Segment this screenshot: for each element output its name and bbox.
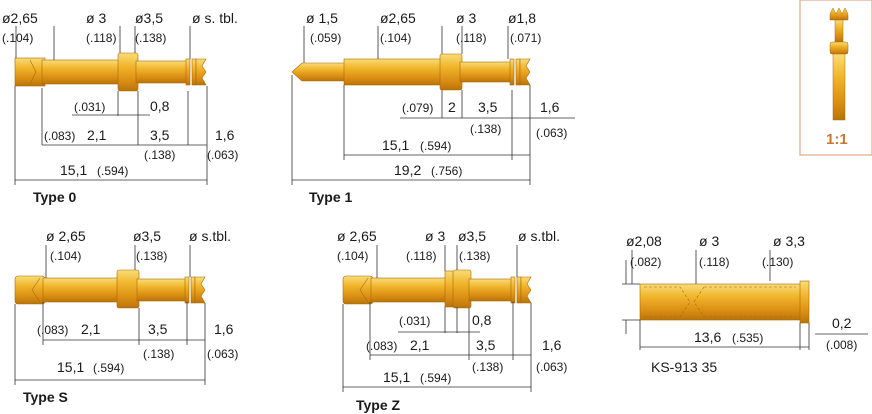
type-0-dim-5: 3,5 [150, 127, 170, 143]
type-1-dia-2-in: (.104) [380, 31, 411, 45]
receptacle-dia-1-in: (.082) [630, 255, 661, 269]
type-1-probe [291, 53, 531, 91]
type-z-dim-10: (.594) [420, 371, 451, 385]
receptacle-dim-3: 0,2 [832, 315, 852, 331]
receptacle-body [639, 280, 810, 324]
type-1-dia-4-in: (.071) [510, 31, 541, 45]
type-z-dia-4: ø s.tbl. [518, 228, 560, 244]
type-1-title: Type 1 [309, 189, 353, 205]
receptacle-dim-4: (.008) [826, 338, 857, 352]
type-1-dim-9: 19,2 [394, 162, 421, 178]
type-z-dia-2: ø 3 [425, 228, 445, 244]
type-1-dim-5: (.138) [470, 122, 501, 136]
type-s-dia-2: ø3,5 [133, 228, 161, 244]
type-z-dim-9: 15,1 [383, 369, 410, 385]
type-s-dim-7: 15,1 [57, 359, 84, 375]
type-1-dim-4: 1,6 [540, 99, 560, 115]
type-z-dim-6: 1,6 [542, 337, 562, 353]
type-s-dia-3: ø s.tbl. [189, 228, 231, 244]
type-1-dia-1: ø 1,5 [306, 10, 338, 26]
type-s-dia-1-in: (.104) [50, 249, 81, 263]
type-s-dim-2: 2,1 [81, 321, 101, 337]
type-0-dia-1-in: (.104) [2, 31, 33, 45]
type-s-dim-3: 3,5 [148, 321, 168, 337]
receptacle-dia-3-in: (.130) [762, 255, 793, 269]
type-0-dia-2: ø 3 [86, 10, 106, 26]
type-0-dim-8: (.063) [207, 148, 238, 162]
type-1-dim-3: 3,5 [478, 99, 498, 115]
type-z-dia-1: ø 2,65 [337, 228, 377, 244]
type-1-dim-10: (.756) [431, 164, 462, 178]
type-s-dim-5: (.138) [143, 347, 174, 361]
type-z-dim-1: (.031) [399, 314, 430, 328]
receptacle-dia-2-in: (.118) [699, 255, 729, 269]
type-s-dia-1: ø 2,65 [46, 228, 86, 244]
receptacle-drawing: ø2,08 (.082) ø 3 (.118) ø 3,3 (.130) 13,… [622, 233, 868, 375]
type-1-dia-4: ø1,8 [508, 10, 536, 26]
type-1-dim-1: (.079) [402, 101, 433, 115]
type-0-drawing: ø2,65 (.104) ø 3 (.118) ø3,5 (.138) ø s.… [2, 10, 238, 205]
type-s-title: Type S [23, 389, 68, 405]
type-0-dia-1: ø2,65 [2, 10, 38, 26]
receptacle-dia-2: ø 3 [699, 233, 719, 249]
type-0-dia-3: ø3,5 [135, 10, 163, 26]
type-0-dim-3: (.083) [44, 129, 75, 143]
type-0-title: Type 0 [33, 189, 77, 205]
type-1-dia-1-in: (.059) [310, 31, 341, 45]
type-1-dim-6: (.063) [536, 126, 567, 140]
type-1-dim-8: (.594) [420, 139, 451, 153]
type-0-dim-9: 15,1 [60, 162, 87, 178]
type-z-dia-3-in: (.138) [459, 249, 490, 263]
type-1-dia-2: ø2,65 [380, 10, 416, 26]
type-s-dim-4: 1,6 [214, 321, 234, 337]
type-z-title: Type Z [356, 397, 401, 413]
scale-probe-icon [829, 7, 849, 121]
type-z-dim-2: 0,8 [472, 312, 492, 328]
type-s-probe [14, 269, 206, 309]
type-z-dim-7: (.138) [472, 360, 503, 374]
type-0-dia-4: ø s. tbl. [192, 10, 238, 26]
type-0-probe [14, 52, 207, 92]
type-0-dim-7: (.138) [144, 148, 175, 162]
type-1-dim-7: 15,1 [382, 137, 409, 153]
type-z-dia-1-in: (.104) [337, 249, 368, 263]
type-z-dim-5: 3,5 [476, 337, 496, 353]
type-z-dim-8: (.063) [536, 360, 567, 374]
type-1-dia-3-in: (.118) [456, 31, 486, 45]
type-0-dim-10: (.594) [97, 164, 128, 178]
type-z-dia-3: ø3,5 [458, 228, 486, 244]
type-1-dia-3: ø 3 [456, 10, 476, 26]
type-1-drawing: ø 1,5 (.059) ø2,65 (.104) ø 3 (.118) ø1,… [291, 10, 575, 205]
type-z-drawing: ø 2,65 (.104) ø 3 (.118) ø3,5 (.138) ø s… [337, 228, 567, 413]
receptacle-part-number: KS-913 35 [651, 359, 717, 375]
scale-badge: 1:1 [799, 0, 872, 156]
type-1-dim-2: 2 [448, 99, 456, 115]
type-0-dim-2: 0,8 [150, 98, 170, 114]
type-s-dim-1: (.083) [37, 323, 68, 337]
type-s-drawing: ø 2,65 (.104) ø3,5 (.138) ø s.tbl. (.083… [14, 228, 238, 405]
type-z-dia-2-in: (.118) [406, 249, 436, 263]
receptacle-dia-1: ø2,08 [626, 233, 662, 249]
type-s-dia-2-in: (.138) [136, 249, 167, 263]
receptacle-dim-2: (.535) [732, 331, 763, 345]
type-0-dim-4: 2,1 [87, 127, 107, 143]
scale-label: 1:1 [826, 131, 848, 148]
receptacle-dia-3: ø 3,3 [773, 233, 805, 249]
type-s-dim-8: (.594) [93, 361, 124, 375]
type-0-dim-1: (.031) [74, 100, 105, 114]
type-0-dia-2-in: (.118) [86, 31, 116, 45]
type-0-dim-6: 1,6 [215, 127, 235, 143]
receptacle-dim-1: 13,6 [694, 329, 721, 345]
type-s-dim-6: (.063) [207, 347, 238, 361]
type-z-dim-4: 2,1 [410, 337, 430, 353]
type-z-probe [342, 269, 532, 309]
type-0-dia-3-in: (.138) [135, 31, 166, 45]
type-z-dim-3: (.083) [366, 339, 397, 353]
